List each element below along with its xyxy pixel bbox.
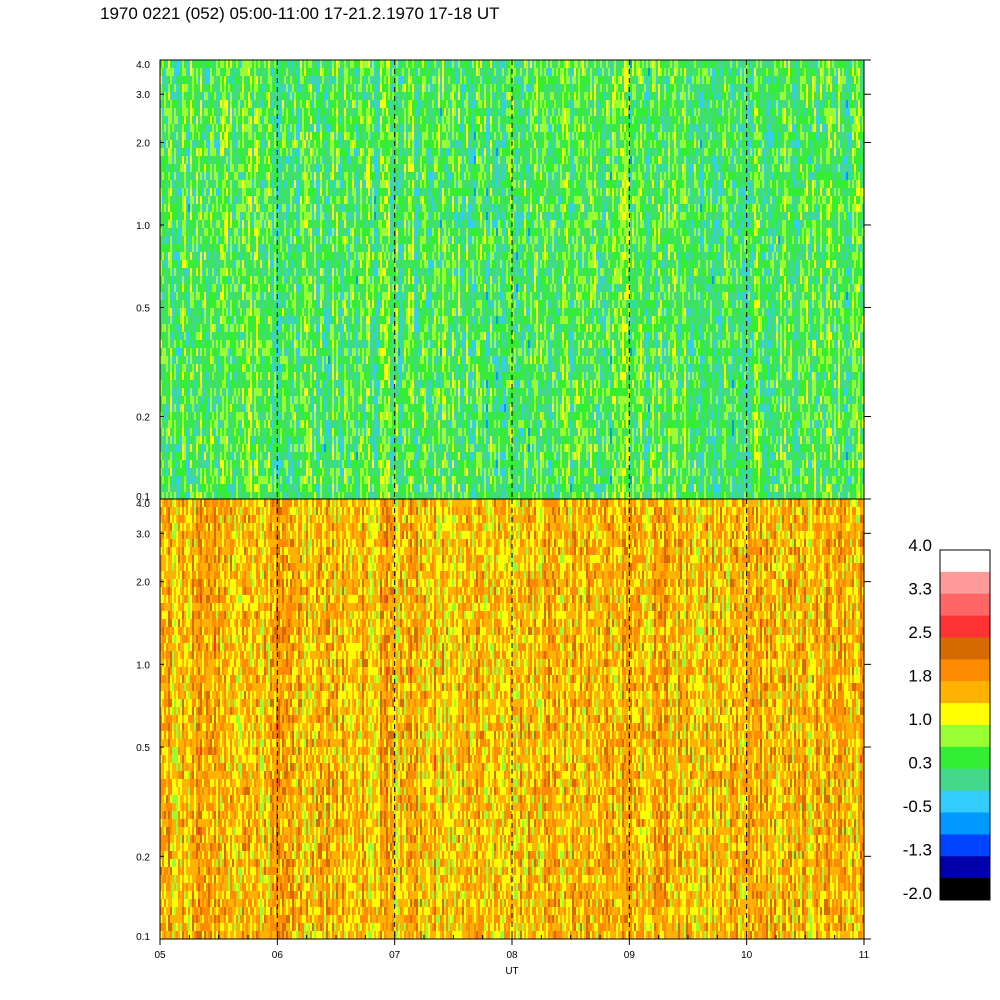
colorbar-tick-label: 0.3	[908, 754, 932, 773]
chart-title: 1970 0221 (052) 05:00-11:00 17-21.2.1970…	[100, 4, 499, 24]
colorbar-tick-label: 3.3	[908, 580, 932, 599]
colorbar-tick-label: 1.0	[908, 710, 932, 729]
colorbar-segment	[940, 790, 990, 813]
colorbar-tick-label: 2.5	[908, 623, 932, 642]
y-tick-label: 0.5	[136, 303, 150, 314]
y-tick-label: 0.1	[136, 932, 150, 943]
y-tick-label: 0.2	[136, 413, 150, 424]
y-tick-label: 3.0	[136, 529, 150, 540]
colorbar-segment	[940, 746, 990, 770]
y-tick-label: 0.5	[136, 743, 150, 754]
colorbar-tick-label: 1.8	[908, 667, 932, 686]
colorbar-segment	[940, 725, 990, 748]
y-tick-label: 3.0	[136, 90, 150, 101]
colorbar-segment	[940, 571, 990, 595]
x-tick-label: 08	[506, 950, 518, 961]
colorbar-segment	[940, 550, 990, 573]
y-tick-label: 1.0	[136, 221, 150, 232]
colorbar-tick-label: -2.0	[903, 884, 932, 903]
x-tick-label: 05	[154, 950, 166, 961]
colorbar-segment	[940, 637, 990, 660]
colorbar-tick-label: -1.3	[903, 841, 932, 860]
x-axis-label: UT	[505, 966, 518, 977]
colorbar-segment	[940, 878, 990, 901]
x-tick-label: 06	[272, 950, 284, 961]
colorbar-segment	[940, 681, 990, 704]
colorbar: 4.0 3.3 2.5 1.8 1.0 0.3 -0.5 -1.3 -2.0	[903, 536, 991, 903]
y-tick-label: 1.0	[136, 660, 150, 671]
y-tick-label: 0.2	[136, 852, 150, 863]
colorbar-segment	[940, 856, 990, 879]
y-tick-label: 2.0	[136, 578, 150, 589]
colorbar-segment	[940, 703, 990, 726]
colorbar-segment	[940, 834, 990, 857]
y-tick-label: 4.0	[136, 499, 150, 510]
x-tick-label: 10	[741, 950, 753, 961]
colorbar-frame	[939, 549, 991, 901]
x-tick-label: 11	[859, 950, 870, 961]
colorbar-segment	[940, 593, 990, 617]
colorbar-tick-label: 4.0	[908, 536, 932, 555]
axes: 0.10.20.51.02.03.04.00.10.20.51.02.03.04…	[136, 59, 871, 977]
colorbar-segment	[940, 768, 990, 792]
y-tick-label: 0.1	[136, 492, 150, 503]
colorbar-segment	[940, 615, 990, 638]
x-tick-label: 09	[624, 950, 636, 961]
x-tick-label: 07	[389, 950, 401, 961]
colorbar-segment	[940, 659, 990, 682]
colorbar-tick-label: -0.5	[903, 797, 932, 816]
colorbar-segment	[940, 812, 990, 835]
y-tick-label: 2.0	[136, 138, 150, 149]
y-tick-label: 4.0	[136, 60, 150, 71]
